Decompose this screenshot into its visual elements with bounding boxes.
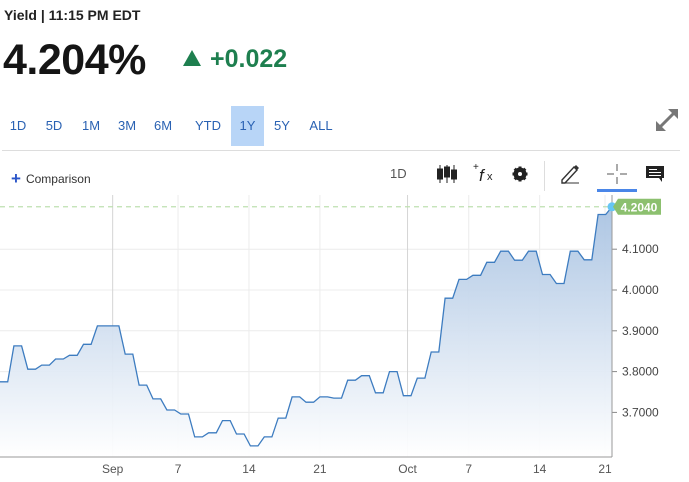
range-5y[interactable]: 5Y: [274, 118, 290, 133]
last-point-marker: [607, 202, 617, 212]
y-tick-label: 3.7000: [622, 405, 659, 419]
x-tick-label: 21: [598, 462, 612, 476]
comparison-label: Comparison: [25, 172, 91, 186]
range-1d[interactable]: 1D: [9, 118, 27, 133]
crosshair-icon[interactable]: [603, 160, 631, 188]
x-tick-label: 14: [533, 462, 547, 476]
range-all[interactable]: ALL: [309, 118, 333, 133]
y-tick-label: 3.8000: [622, 365, 659, 379]
x-tick-label: 7: [465, 462, 472, 476]
range-1m[interactable]: 1M: [81, 118, 101, 133]
range-ytd[interactable]: YTD: [195, 118, 221, 133]
svg-text:f: f: [479, 166, 486, 185]
last-value-label: 4.2040: [621, 200, 658, 214]
y-tick-label: 3.9000: [622, 324, 659, 338]
yield-chart[interactable]: 4.1000 4.0000 3.9000 3.8000 3.7000 Sep 7 14 21 Oc…: [0, 195, 689, 482]
comment-icon[interactable]: [641, 160, 669, 188]
y-tick-label: 4.1000: [622, 242, 659, 256]
up-arrow-icon: [183, 50, 201, 66]
svg-text:+: +: [473, 162, 479, 173]
plus-icon: +: [11, 169, 21, 188]
svg-text:x: x: [487, 171, 493, 183]
range-1y[interactable]: 1Y: [231, 106, 264, 146]
range-3m[interactable]: 3M: [117, 118, 137, 133]
gear-icon[interactable]: [506, 160, 534, 188]
x-tick-label: Oct: [398, 462, 417, 476]
pencil-icon[interactable]: [556, 160, 584, 188]
yield-change: +0.022: [210, 45, 288, 73]
range-5d[interactable]: 5D: [45, 118, 63, 133]
range-6m[interactable]: 6M: [153, 118, 173, 133]
expand-icon[interactable]: [653, 106, 681, 134]
x-tick-label: 14: [242, 462, 256, 476]
quote-title: Yield | 11:15 PM EDT: [4, 7, 141, 23]
yield-price: 4.204%: [3, 36, 146, 84]
active-tool-indicator: [597, 189, 637, 192]
comparison-button[interactable]: + Comparison: [11, 169, 91, 189]
x-tick-label: 7: [175, 462, 182, 476]
last-value-badge: [613, 198, 661, 215]
area-fill: [0, 206, 612, 457]
x-tick-label: Sep: [102, 462, 124, 476]
series-line: [0, 206, 613, 447]
candlestick-icon[interactable]: [433, 160, 461, 188]
x-tick-label: 21: [313, 462, 327, 476]
toolbar-divider: [544, 161, 545, 191]
interval-button[interactable]: 1D: [390, 166, 407, 181]
divider: [2, 150, 680, 151]
function-icon[interactable]: + f x: [470, 160, 498, 188]
y-tick-label: 4.0000: [622, 283, 659, 297]
